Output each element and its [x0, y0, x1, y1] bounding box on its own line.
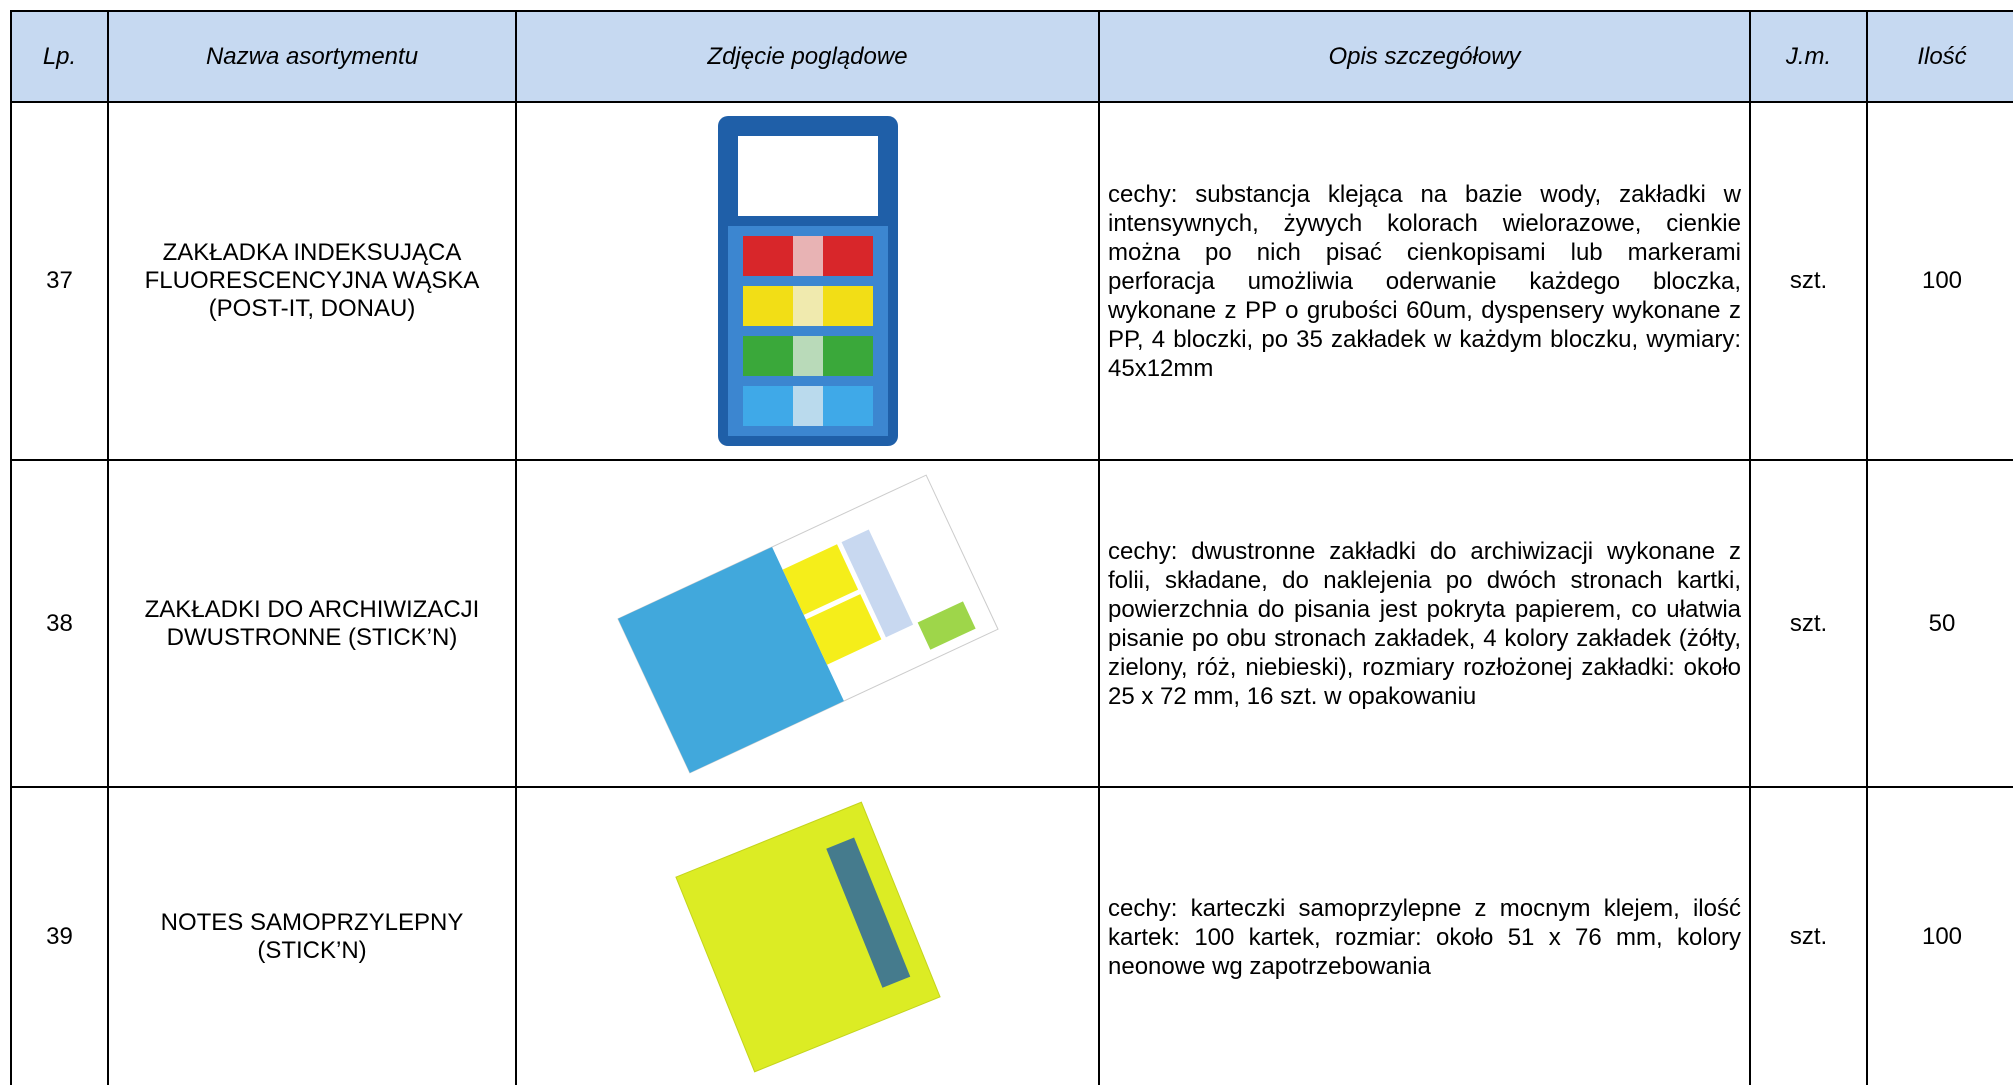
quantity: 100	[1866, 786, 2013, 1085]
name: ZAKŁADKI DO ARCHIWIZACJI DWUSTRONNE (STI…	[107, 459, 517, 788]
description: cechy: substancja klejąca na bazie wody,…	[1098, 101, 1751, 461]
photo	[515, 459, 1100, 788]
unit: szt.	[1749, 786, 1868, 1085]
photo	[515, 786, 1100, 1085]
row: 39 NOTES SAMOPRZYLEPNY (STICK’N) cechy: …	[10, 786, 2013, 1085]
description: cechy: dwustronne zakładki do archiwizac…	[1098, 459, 1751, 788]
header-row: Lp. Nazwa asortymentu Zdjęcie poglądowe …	[10, 10, 2013, 103]
name: NOTES SAMOPRZYLEPNY (STICK’N)	[107, 786, 517, 1085]
product-image	[717, 116, 898, 446]
unit: szt.	[1749, 101, 1868, 461]
header-cell: Lp.	[10, 10, 109, 103]
quantity: 50	[1866, 459, 2013, 788]
quantity: 100	[1866, 101, 2013, 461]
row: 37 ZAKŁADKA INDEKSUJĄCA FLUORESCENCYJNA …	[10, 101, 2013, 461]
header-cell: Opis szczegółowy	[1098, 10, 1751, 103]
header-cell: Nazwa asortymentu	[107, 10, 517, 103]
lp: 37	[10, 101, 109, 461]
product-table: Lp. Nazwa asortymentu Zdjęcie poglądowe …	[10, 10, 2013, 1085]
lp: 38	[10, 459, 109, 788]
description: cechy: karteczki samoprzylepne z mocnym …	[1098, 786, 1751, 1085]
product-image	[616, 473, 999, 774]
header-cell: J.m.	[1749, 10, 1868, 103]
unit: szt.	[1749, 459, 1868, 788]
header-cell: Zdjęcie poglądowe	[515, 10, 1100, 103]
lp: 39	[10, 786, 109, 1085]
name: ZAKŁADKA INDEKSUJĄCA FLUORESCENCYJNA WĄS…	[107, 101, 517, 461]
product-image	[674, 801, 941, 1073]
header-cell: Ilość	[1866, 10, 2013, 103]
photo	[515, 101, 1100, 461]
row: 38 ZAKŁADKI DO ARCHIWIZACJI DWUSTRONNE (…	[10, 459, 2013, 788]
